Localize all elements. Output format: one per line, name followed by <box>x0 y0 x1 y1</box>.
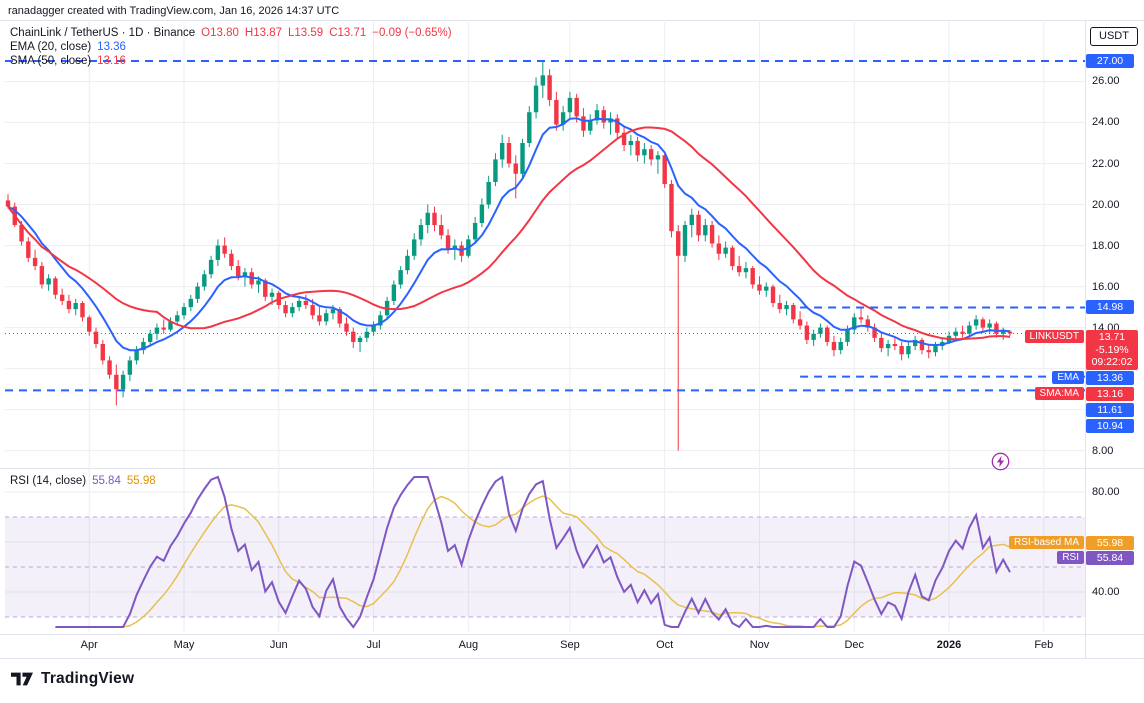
time-axis-label: 2026 <box>936 639 962 651</box>
sma-tag: SMA:MA <box>1034 387 1084 400</box>
chart-canvas[interactable] <box>0 0 1144 660</box>
time-axis-label: Jun <box>269 639 288 651</box>
time-axis-label: Oct <box>656 639 674 651</box>
price-axis-label: 22.00 <box>1092 157 1120 170</box>
symbol-title[interactable]: ChainLink / TetherUS · 1D · Binance <box>10 27 196 39</box>
chart-top-border <box>0 20 1144 21</box>
ohlc-high: H13.87 <box>244 27 282 39</box>
symbol-legend-row[interactable]: ChainLink / TetherUS · 1D · Binance O13.… <box>10 26 452 40</box>
price-axis-label: 20.00 <box>1092 198 1120 211</box>
pane-divider[interactable] <box>0 468 1144 469</box>
rsi-axis-badge: 55.84 <box>1086 551 1134 565</box>
rsi-ma-value: 55.98 <box>126 475 156 487</box>
ema-legend-row[interactable]: EMA (20, close) 13.36 <box>10 40 452 54</box>
rsi-axis-label: 80.00 <box>1092 486 1120 498</box>
ohlc-close: C13.71 <box>329 27 367 39</box>
price-axis-label: 24.00 <box>1092 116 1120 129</box>
level-axis-badge: 10.94 <box>1086 419 1134 433</box>
bar-countdown: 09:22:02 <box>1091 356 1133 368</box>
attribution-text: ranadagger created with TradingView.com,… <box>8 5 340 17</box>
price-axis-border <box>1085 20 1086 658</box>
ohlc-low: L13.59 <box>288 27 324 39</box>
ohlc-open: O13.80 <box>201 27 239 39</box>
time-axis-label: May <box>173 639 195 651</box>
rsi-tag: RSI <box>1057 551 1084 564</box>
tradingview-logo[interactable]: TradingView <box>10 668 134 690</box>
rsi-curve <box>55 475 1011 629</box>
chart-legend[interactable]: ChainLink / TetherUS · 1D · Binance O13.… <box>10 26 452 68</box>
symbol-price-tag: LINKUSDT <box>1024 330 1084 343</box>
change-value: −0.09 (−0.65%) <box>372 27 452 39</box>
price-axis-label: 26.00 <box>1092 75 1120 88</box>
level-axis-badge: 11.61 <box>1086 403 1134 417</box>
time-axis-label: Dec <box>844 639 865 651</box>
time-axis-label: Jul <box>366 639 381 651</box>
tradingview-logo-icon <box>11 672 33 686</box>
rsi-value: 55.84 <box>92 475 121 487</box>
sma-label: SMA (50, close) <box>10 55 92 67</box>
level-axis-badge: 27.00 <box>1086 53 1134 68</box>
sma-legend-row[interactable]: SMA (50, close) 13.16 <box>10 54 452 68</box>
ema-value: 13.36 <box>97 41 126 53</box>
time-axis-label: Aug <box>458 639 479 651</box>
chart-bottom-border <box>0 658 1144 659</box>
time-axis-label: Feb <box>1034 639 1054 651</box>
rsi-ma-axis-badge: 55.98 <box>1086 536 1134 550</box>
price-axis-label: 16.00 <box>1092 280 1120 293</box>
rsi-axis-label: 40.00 <box>1092 586 1120 598</box>
rsi-ma-tag: RSI-based MA <box>1008 536 1084 549</box>
time-axis-label: Nov <box>749 639 770 651</box>
sma-axis-badge: 13.16 <box>1086 387 1134 401</box>
sma-value: 13.16 <box>97 55 126 67</box>
time-axis-label: Apr <box>80 639 98 651</box>
rsi-ma-curve <box>55 495 1011 628</box>
price-axis-label: 18.00 <box>1092 239 1120 252</box>
rsi-layer <box>55 475 1011 629</box>
candles-layer <box>5 60 1013 451</box>
level-axis-badge: 14.98 <box>1086 300 1134 315</box>
last-price-badge: 13.71 -5.19% 09:22:02 <box>1086 330 1138 370</box>
last-price: 13.71 <box>1098 331 1126 343</box>
price-axis-label: 8.00 <box>1092 444 1114 457</box>
rsi-legend-row[interactable]: RSI (14, close) 55.84 55.98 <box>10 474 156 488</box>
ema-line <box>7 117 1011 352</box>
last-change-pct: -5.19% <box>1095 343 1129 356</box>
ema-label: EMA (20, close) <box>10 41 92 53</box>
time-axis-label: Sep <box>560 639 580 651</box>
tradingview-logo-text: TradingView <box>41 670 135 687</box>
ema-axis-badge: 13.36 <box>1086 371 1134 385</box>
time-axis-border <box>0 634 1144 635</box>
ema-tag: EMA <box>1052 371 1084 384</box>
rsi-label: RSI (14, close) <box>10 475 87 487</box>
currency-label: USDT <box>1090 27 1138 46</box>
boost-lightning-icon[interactable] <box>991 452 1010 471</box>
sma-line <box>7 126 1011 341</box>
